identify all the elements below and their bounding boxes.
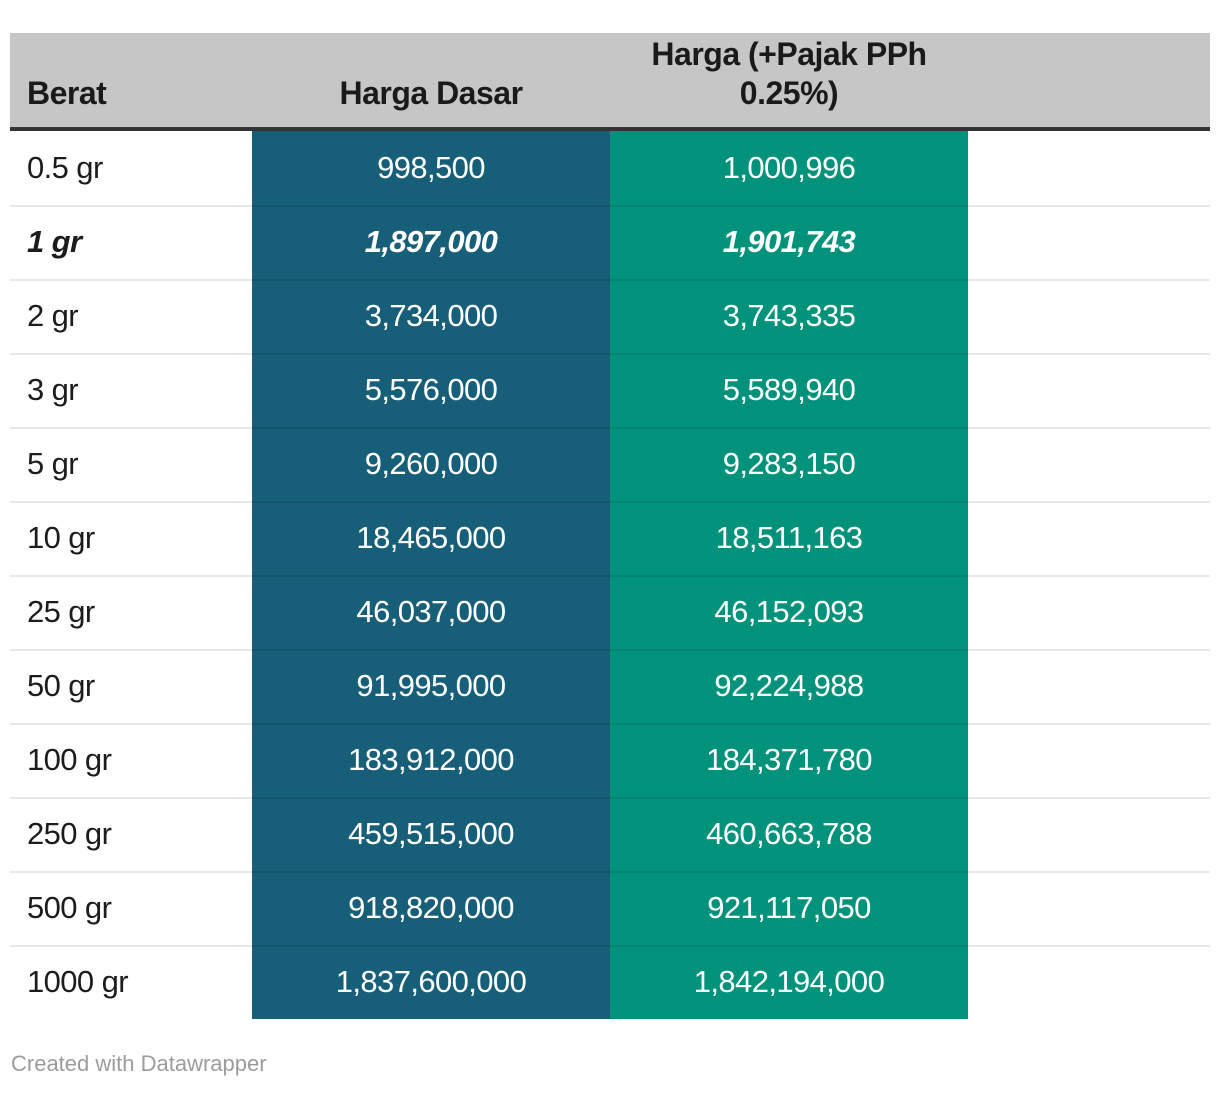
harga-dasar-cell: 91,995,000 xyxy=(252,649,610,723)
row-filler xyxy=(968,797,1210,871)
harga-pajak-cell: 184,371,780 xyxy=(610,723,968,797)
row-filler xyxy=(968,501,1210,575)
harga-dasar-cell: 9,260,000 xyxy=(252,427,610,501)
harga-pajak-cell: 1,842,194,000 xyxy=(610,945,968,1019)
table-row: 10 gr 18,465,000 18,511,163 xyxy=(10,501,1210,575)
table-row: 3 gr 5,576,000 5,589,940 xyxy=(10,353,1210,427)
row-filler xyxy=(968,649,1210,723)
table-row: 2 gr 3,734,000 3,743,335 xyxy=(10,279,1210,353)
harga-dasar-cell: 459,515,000 xyxy=(252,797,610,871)
table-header: Berat Harga Dasar Harga (+Pajak PPh 0.25… xyxy=(10,33,1210,131)
harga-pajak-cell: 18,511,163 xyxy=(610,501,968,575)
berat-cell: 1 gr xyxy=(10,205,252,279)
table-row: 5 gr 9,260,000 9,283,150 xyxy=(10,427,1210,501)
harga-pajak-cell: 46,152,093 xyxy=(610,575,968,649)
harga-dasar-cell: 998,500 xyxy=(252,131,610,205)
berat-cell: 500 gr xyxy=(10,871,252,945)
datawrapper-credit: Created with Datawrapper xyxy=(11,1051,267,1076)
table-row: 100 gr 183,912,000 184,371,780 xyxy=(10,723,1210,797)
harga-dasar-cell: 1,897,000 xyxy=(252,205,610,279)
row-filler xyxy=(968,871,1210,945)
row-filler xyxy=(968,427,1210,501)
harga-dasar-cell: 3,734,000 xyxy=(252,279,610,353)
berat-cell: 5 gr xyxy=(10,427,252,501)
column-header-harga-pajak: Harga (+Pajak PPh 0.25%) xyxy=(610,33,968,131)
harga-pajak-cell: 3,743,335 xyxy=(610,279,968,353)
column-header-berat: Berat xyxy=(10,33,252,131)
berat-cell: 250 gr xyxy=(10,797,252,871)
row-filler xyxy=(968,575,1210,649)
table-row: 500 gr 918,820,000 921,117,050 xyxy=(10,871,1210,945)
berat-cell: 10 gr xyxy=(10,501,252,575)
harga-dasar-cell: 1,837,600,000 xyxy=(252,945,610,1019)
harga-pajak-cell: 460,663,788 xyxy=(610,797,968,871)
berat-cell: 2 gr xyxy=(10,279,252,353)
table-row: 1000 gr 1,837,600,000 1,842,194,000 xyxy=(10,945,1210,1019)
harga-dasar-cell: 183,912,000 xyxy=(252,723,610,797)
table-row: 25 gr 46,037,000 46,152,093 xyxy=(10,575,1210,649)
price-table: Berat Harga Dasar Harga (+Pajak PPh 0.25… xyxy=(10,33,1210,1019)
table-row: 250 gr 459,515,000 460,663,788 xyxy=(10,797,1210,871)
column-header-harga-dasar: Harga Dasar xyxy=(252,33,610,131)
berat-cell: 0.5 gr xyxy=(10,131,252,205)
harga-dasar-cell: 46,037,000 xyxy=(252,575,610,649)
harga-pajak-cell: 1,901,743 xyxy=(610,205,968,279)
berat-cell: 25 gr xyxy=(10,575,252,649)
table-body: 0.5 gr 998,500 1,000,996 1 gr 1,897,000 … xyxy=(10,131,1210,1019)
harga-pajak-cell: 1,000,996 xyxy=(610,131,968,205)
header-filler xyxy=(968,33,1210,131)
harga-pajak-cell: 92,224,988 xyxy=(610,649,968,723)
header-row: Berat Harga Dasar Harga (+Pajak PPh 0.25… xyxy=(10,33,1210,131)
table-row: 50 gr 91,995,000 92,224,988 xyxy=(10,649,1210,723)
berat-cell: 3 gr xyxy=(10,353,252,427)
row-filler xyxy=(968,131,1210,205)
table-row: 1 gr 1,897,000 1,901,743 xyxy=(10,205,1210,279)
row-filler xyxy=(968,205,1210,279)
table-row: 0.5 gr 998,500 1,000,996 xyxy=(10,131,1210,205)
berat-cell: 50 gr xyxy=(10,649,252,723)
harga-pajak-cell: 9,283,150 xyxy=(610,427,968,501)
row-filler xyxy=(968,279,1210,353)
row-filler xyxy=(968,945,1210,1019)
harga-pajak-cell: 5,589,940 xyxy=(610,353,968,427)
row-filler xyxy=(968,353,1210,427)
harga-dasar-cell: 918,820,000 xyxy=(252,871,610,945)
harga-dasar-cell: 18,465,000 xyxy=(252,501,610,575)
harga-dasar-cell: 5,576,000 xyxy=(252,353,610,427)
row-filler xyxy=(968,723,1210,797)
berat-cell: 1000 gr xyxy=(10,945,252,1019)
harga-pajak-cell: 921,117,050 xyxy=(610,871,968,945)
berat-cell: 100 gr xyxy=(10,723,252,797)
